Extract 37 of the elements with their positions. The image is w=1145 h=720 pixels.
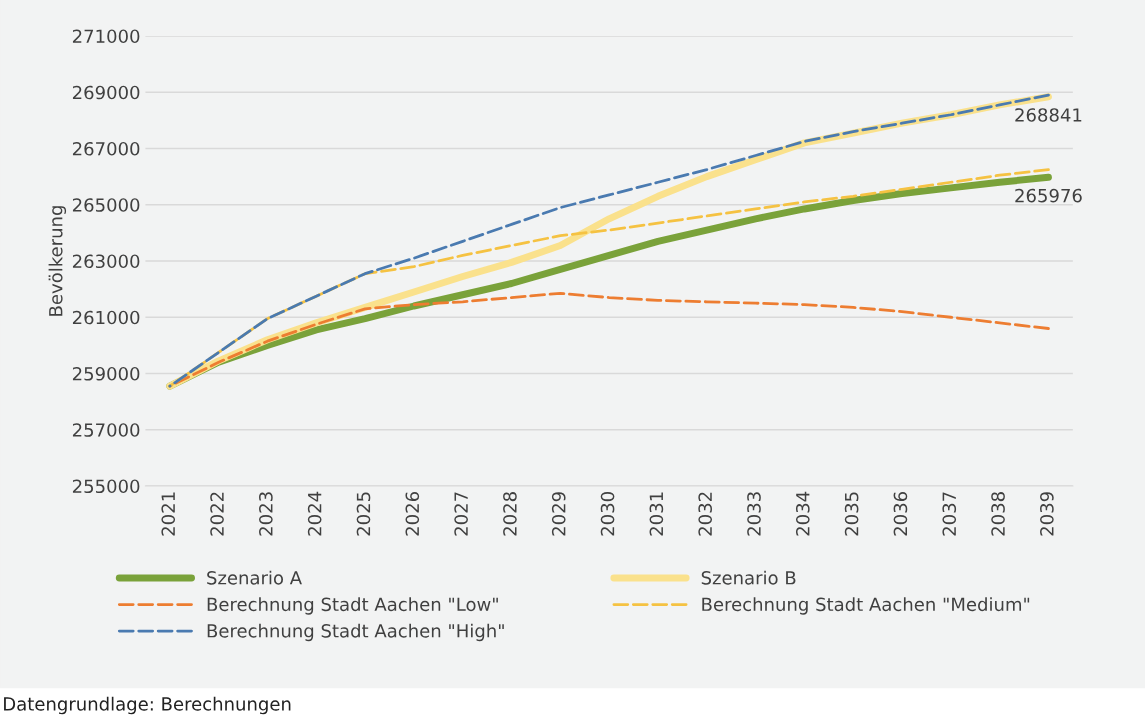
x-tick-label: 2022 [210,492,224,536]
x-tick-label: 2023 [259,492,273,536]
legend-label: Szenario B [701,570,796,585]
x-tick-label: 2034 [795,491,810,536]
legend-label: Berechnung Stadt Aachen "Medium" [702,597,1030,615]
y-tick-label: 257000 [72,423,140,437]
y-tick-label: 261000 [72,310,140,325]
legend-label: Berechnung Stadt Aachen "Low" [207,597,498,615]
y-axis-title: Bevölkerung [48,206,67,316]
x-tick-label: 2035 [844,492,859,536]
legend-label: Szenario A [207,570,302,585]
legend-label: Berechnung Stadt Aachen "High" [207,623,504,642]
x-tick-label: 2033 [747,492,761,536]
x-tick-label: 2038 [991,492,1005,536]
x-tick-label: 2037 [942,492,957,536]
text: Datengrundlage: Berechnungen [4,696,291,715]
x-tick-label: 2039 [1040,492,1054,536]
x-tick-label: 2031 [649,492,664,536]
x-tick-label: 2029 [551,492,566,536]
y-tick-label: 271000 [72,29,140,44]
annotation: 268841 [1015,108,1082,122]
y-tick-label: 269000 [72,85,140,100]
x-tick-label: 2025 [356,492,371,536]
annotation: 265976 [1015,188,1082,203]
y-tick-label: 259000 [72,366,140,381]
y-tick-label: 267000 [72,141,140,156]
y-tick-label: 265000 [72,198,140,212]
x-tick-label: 2030 [600,492,615,536]
x-tick-label: 2028 [503,492,517,536]
y-tick-label: 263000 [72,254,140,269]
x-tick-label: 2026 [405,492,420,536]
x-tick-label: 2027 [454,492,468,536]
x-tick-label: 2032 [698,492,713,536]
x-tick-label: 2024 [307,491,322,536]
x-tick-label: 2021 [161,492,176,536]
y-tick-label: 255000 [72,479,140,494]
x-tick-label: 2036 [893,492,908,536]
